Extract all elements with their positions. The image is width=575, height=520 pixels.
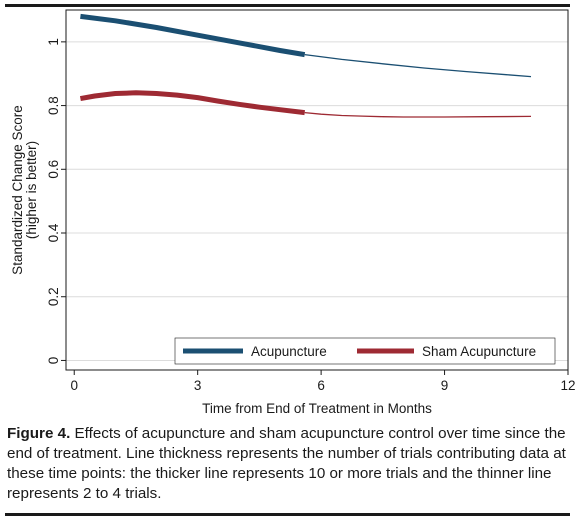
- series-line-thick-sham-acupuncture: [79, 90, 305, 116]
- y-axis-label-line-1: Standardized Change Score: [10, 105, 25, 275]
- legend-label-sham-acupuncture: Sham Acupuncture: [422, 344, 536, 359]
- y-tick-label: 0.4: [46, 223, 61, 242]
- series-line-thin-sham-acupuncture: [304, 111, 532, 118]
- y-axis-label-line-2: (higher is better): [24, 141, 39, 239]
- y-tick-label: 0.6: [46, 160, 61, 179]
- y-tick-label: 1: [46, 38, 61, 46]
- figure-caption: Figure 4. Effects of acupuncture and sha…: [7, 424, 567, 504]
- series-line-thick-acupuncture: [80, 13, 306, 58]
- y-axis-label: Standardized Change Score (higher is bet…: [10, 105, 39, 275]
- legend-label-acupuncture: Acupuncture: [251, 344, 327, 359]
- x-tick-label: 6: [317, 378, 325, 393]
- y-tick-label: 0.8: [46, 96, 61, 115]
- series-line-thin-acupuncture: [304, 53, 532, 78]
- bottom-rule: [5, 513, 570, 516]
- x-tick-label: 12: [560, 378, 575, 393]
- figure-caption-text: Effects of acupuncture and sham acupunct…: [7, 425, 566, 502]
- y-tick-label: 0: [46, 357, 61, 365]
- figure-caption-label: Figure 4.: [7, 425, 71, 442]
- x-tick-label: 9: [441, 378, 449, 393]
- plot-frame: [65, 9, 569, 371]
- x-tick-label: 0: [70, 378, 78, 393]
- x-tick-label: 3: [194, 378, 202, 393]
- y-tick-label: 0.2: [46, 287, 61, 306]
- legend: Acupuncture Sham Acupuncture: [174, 337, 556, 365]
- gridlines: [66, 41, 568, 361]
- line-chart: 0 0.2 0.4 0.6 0.8 1 0 3 6 9 12 Acupuncture Sham Ac…: [10, 9, 575, 416]
- top-rule: [5, 4, 570, 7]
- x-axis-label: Time from End of Treatment in Months: [202, 401, 432, 416]
- series-lines: [79, 13, 532, 118]
- axes: 0 0.2 0.4 0.6 0.8 1 0 3 6 9 12: [46, 38, 575, 393]
